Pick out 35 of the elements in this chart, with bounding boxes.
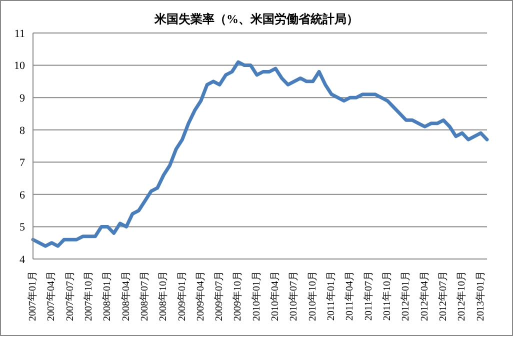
x-tick-label: 2008年04月 bbox=[120, 271, 132, 321]
x-tick-label: 2010年07月 bbox=[288, 271, 300, 321]
y-tick-label: 5 bbox=[20, 222, 26, 234]
x-tick-label: 2008年07月 bbox=[138, 271, 150, 321]
x-tick-label: 2007年10月 bbox=[82, 271, 94, 321]
x-tick-label: 2011年10月 bbox=[380, 271, 393, 321]
y-tick-label: 7 bbox=[20, 157, 26, 170]
x-tick-label: 2011年07月 bbox=[362, 271, 374, 321]
line-series bbox=[31, 60, 489, 248]
chart-title: 米国失業率（%、米国労働省統計局） bbox=[153, 11, 360, 28]
y-tick-label: 9 bbox=[20, 92, 26, 104]
x-tick-label: 2012年04月 bbox=[418, 271, 430, 321]
x-tick-label: 2012年01月 bbox=[400, 271, 412, 321]
y-tick-label: 10 bbox=[14, 60, 26, 72]
x-tick-label: 2013年01月 bbox=[474, 271, 486, 321]
x-tick-label: 2010年10月 bbox=[306, 271, 318, 321]
y-tick-label: 8 bbox=[20, 124, 26, 137]
y-tick-label: 6 bbox=[20, 189, 26, 202]
x-tick-label: 2008年01月 bbox=[101, 271, 114, 321]
y-tick-label: 11 bbox=[14, 28, 25, 40]
x-tick-label: 2007年07月 bbox=[64, 271, 76, 321]
x-tick-label: 2012年10月 bbox=[456, 271, 468, 321]
x-tick-label: 2009年01月 bbox=[176, 271, 188, 321]
x-tick-label: 2010年01月 bbox=[250, 271, 262, 321]
x-tick-label: 2008年10月 bbox=[157, 271, 170, 321]
x-tick-label: 2010年04月 bbox=[269, 271, 282, 321]
x-tick-label: 2009年04月 bbox=[194, 271, 206, 321]
x-tick-label: 2011年01月 bbox=[325, 271, 338, 321]
x-tick-label: 2007年04月 bbox=[45, 271, 58, 321]
x-tick-label: 2007年01月 bbox=[26, 271, 38, 321]
y-tick-label: 4 bbox=[20, 254, 26, 266]
x-tick-label: 2009年07月 bbox=[213, 271, 226, 321]
x-tick-label: 2011年04月 bbox=[344, 271, 356, 321]
x-tick-label: 2009年10月 bbox=[232, 271, 244, 321]
x-tick-label: 2012年07月 bbox=[436, 271, 449, 321]
